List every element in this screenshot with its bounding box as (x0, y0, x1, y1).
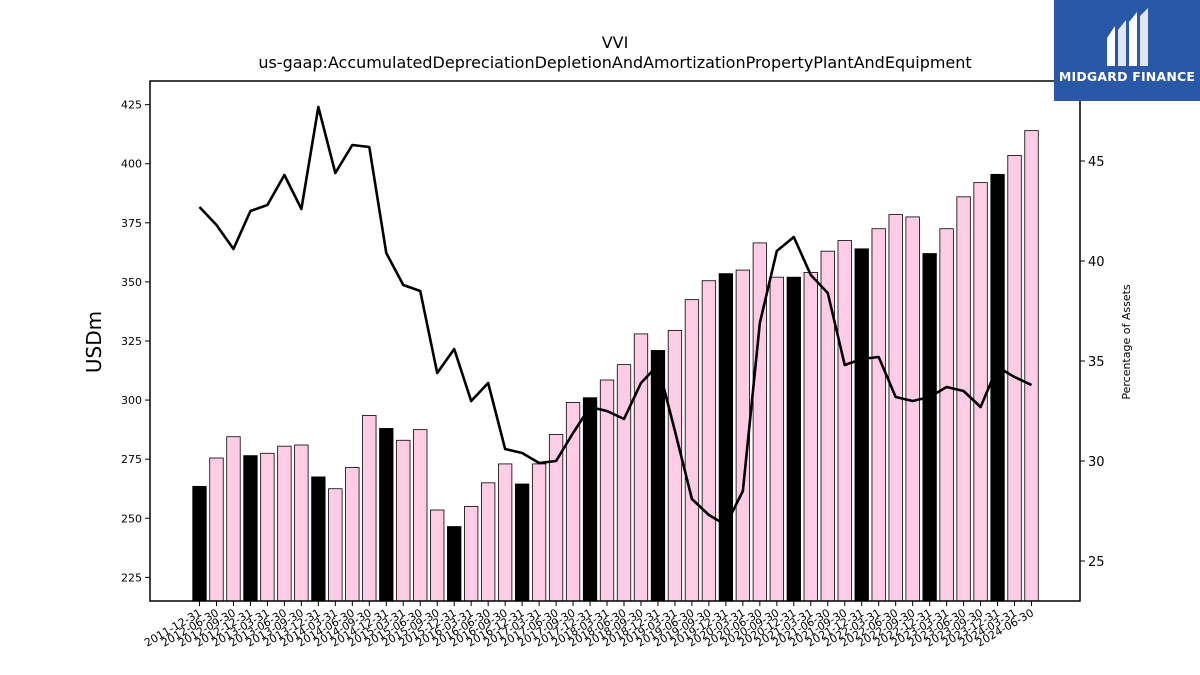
y-tick-label: 375 (121, 217, 142, 230)
y2-tick-label: 45 (1088, 155, 1105, 170)
chart-title: VVI (602, 33, 629, 52)
bar (192, 485, 207, 602)
bar (481, 482, 496, 602)
bar (684, 299, 700, 602)
bar (379, 428, 394, 602)
y-tick-label: 300 (121, 394, 142, 407)
y-tick-label: 325 (121, 335, 142, 348)
bar (956, 196, 971, 602)
bar (1024, 130, 1039, 602)
bar (616, 364, 632, 602)
bar (582, 397, 598, 602)
y-tick-label: 400 (121, 158, 142, 171)
bar (497, 463, 513, 602)
bar (752, 242, 767, 602)
series-line (198, 105, 1033, 527)
bar (413, 429, 428, 602)
logo-mark-icon (1107, 8, 1148, 66)
bar (243, 455, 258, 602)
bar (803, 272, 818, 602)
bar (871, 228, 886, 602)
bar (667, 329, 683, 602)
bar (209, 457, 224, 602)
bar (633, 333, 649, 602)
plot-area: 2252502753003253503754004252530354045201… (121, 80, 1105, 650)
bar (786, 276, 801, 602)
bar (854, 248, 869, 602)
bar (514, 483, 530, 602)
brand-logo: MIDGARD FINANCE (1054, 0, 1200, 101)
bar (362, 415, 377, 602)
bar (888, 214, 903, 602)
bar (701, 280, 717, 602)
y-tick-label: 250 (121, 512, 142, 525)
y2-tick-label: 40 (1088, 255, 1105, 270)
y-tick-label: 350 (121, 276, 142, 289)
y2-axis-label: Percentage of Assets (1120, 284, 1133, 400)
bar (226, 436, 241, 602)
y-tick-label: 425 (121, 99, 142, 112)
bar (277, 445, 292, 602)
y2-tick-label: 35 (1088, 355, 1105, 370)
bar (447, 526, 462, 602)
logo-text: MIDGARD FINANCE (1058, 69, 1196, 84)
bar (260, 452, 275, 602)
bar (718, 273, 734, 602)
bar (311, 476, 326, 602)
bar (464, 506, 479, 602)
bar (820, 250, 835, 602)
bar (939, 228, 954, 602)
bar (345, 467, 360, 602)
y-tick-label: 275 (121, 453, 142, 466)
bar (905, 216, 920, 602)
bar (328, 488, 343, 602)
bar (430, 509, 445, 602)
bar (531, 463, 547, 602)
bar (990, 173, 1005, 602)
bar (294, 444, 309, 602)
chart-subtitle: us-gaap:AccumulatedDepreciationDepletion… (258, 53, 971, 72)
y2-tick-label: 30 (1088, 455, 1105, 470)
y-axis-label: USDm (82, 311, 106, 373)
bar (973, 182, 988, 602)
y-tick-label: 225 (121, 571, 142, 584)
bar (769, 276, 784, 602)
bar (837, 240, 852, 602)
bar (396, 439, 411, 602)
y2-tick-label: 25 (1088, 555, 1105, 570)
bar (922, 253, 937, 602)
